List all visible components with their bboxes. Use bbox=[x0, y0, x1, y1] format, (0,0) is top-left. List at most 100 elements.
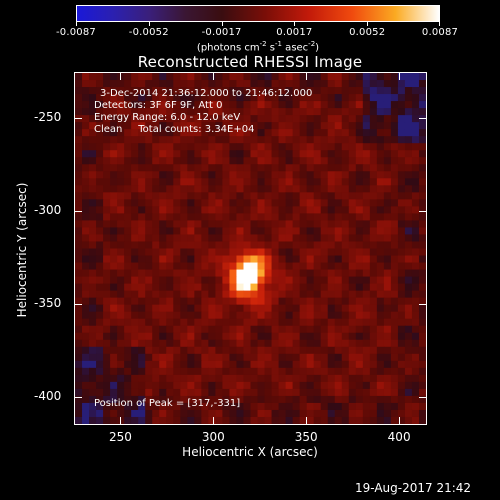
heatmap-cell bbox=[355, 73, 364, 81]
heatmap-cell bbox=[194, 80, 202, 88]
heatmap-cell bbox=[292, 353, 301, 362]
heatmap-cell bbox=[299, 255, 308, 264]
heatmap-cell bbox=[278, 178, 287, 186]
heatmap-cell bbox=[215, 339, 224, 348]
x-tick-mark bbox=[213, 417, 215, 425]
heatmap-cell bbox=[313, 115, 322, 123]
heatmap-cell bbox=[320, 213, 329, 222]
heatmap-cell bbox=[383, 192, 392, 200]
heatmap-cell bbox=[418, 409, 426, 418]
heatmap-cell bbox=[117, 234, 125, 243]
heatmap-cell bbox=[243, 290, 252, 299]
heatmap-cell bbox=[369, 178, 378, 186]
heatmap-cell bbox=[103, 185, 111, 193]
heatmap-cell bbox=[110, 80, 118, 88]
heatmap-cell bbox=[138, 255, 146, 264]
heatmap-cell bbox=[110, 402, 118, 411]
heatmap-cell bbox=[369, 227, 378, 236]
heatmap-cell bbox=[285, 318, 294, 327]
heatmap-cell bbox=[355, 87, 364, 95]
heatmap-cell bbox=[159, 276, 167, 285]
heatmap-cell bbox=[292, 311, 301, 320]
heatmap-cell bbox=[110, 290, 118, 299]
heatmap-cell bbox=[264, 388, 273, 397]
rhessi-image-plot[interactable] bbox=[74, 72, 427, 425]
heatmap-cell bbox=[145, 213, 153, 222]
heatmap-cell bbox=[103, 73, 111, 81]
heatmap-cell bbox=[320, 234, 329, 243]
heatmap-cell bbox=[187, 206, 195, 214]
heatmap-cell bbox=[159, 178, 167, 186]
heatmap-cell bbox=[117, 241, 125, 250]
heatmap-cell bbox=[215, 318, 224, 327]
heatmap-cell bbox=[194, 241, 202, 250]
heatmap-cell bbox=[327, 248, 336, 257]
heatmap-cell bbox=[348, 388, 357, 397]
heatmap-cell bbox=[194, 234, 202, 243]
heatmap-cell bbox=[299, 192, 308, 200]
heatmap-cell bbox=[306, 206, 315, 214]
heatmap-cell bbox=[194, 304, 202, 313]
heatmap-cell bbox=[82, 304, 90, 313]
heatmap-cell bbox=[299, 374, 308, 383]
heatmap-cell bbox=[369, 311, 378, 320]
heatmap-cell bbox=[159, 164, 167, 172]
heatmap-cell bbox=[334, 318, 343, 327]
heatmap-cell bbox=[222, 416, 231, 424]
heatmap-cell bbox=[236, 220, 245, 229]
heatmap-cell bbox=[397, 122, 406, 130]
heatmap-cell bbox=[222, 199, 231, 207]
heatmap-cell bbox=[103, 374, 111, 383]
heatmap-cell bbox=[243, 129, 252, 137]
heatmap-cell bbox=[75, 192, 83, 200]
heatmap-cell bbox=[96, 248, 104, 257]
heatmap-cell bbox=[124, 122, 132, 130]
heatmap-cell bbox=[369, 353, 378, 362]
heatmap-cell bbox=[75, 94, 83, 102]
heatmap-cell bbox=[390, 227, 399, 236]
heatmap-cell bbox=[271, 409, 280, 418]
heatmap-cell bbox=[264, 73, 273, 81]
heatmap-cell bbox=[110, 374, 118, 383]
heatmap-cell bbox=[236, 164, 245, 172]
heatmap-cell bbox=[341, 234, 350, 243]
heatmap-cell bbox=[404, 353, 413, 362]
heatmap-cell bbox=[271, 73, 280, 81]
heatmap-cell bbox=[397, 171, 406, 179]
x-tick-mark bbox=[306, 417, 308, 425]
heatmap-cell bbox=[208, 227, 216, 236]
heatmap-cell bbox=[131, 339, 139, 348]
heatmap-cell bbox=[355, 262, 364, 271]
heatmap-cell bbox=[376, 157, 385, 165]
heatmap-cell bbox=[369, 192, 378, 200]
heatmap-cell bbox=[173, 143, 181, 151]
heatmap-cell bbox=[313, 402, 322, 411]
heatmap-cell bbox=[418, 332, 426, 341]
heatmap-cell bbox=[243, 101, 252, 109]
heatmap-cell bbox=[215, 129, 224, 137]
heatmap-cell bbox=[250, 311, 259, 320]
heatmap-cell bbox=[369, 388, 378, 397]
heatmap-cell bbox=[215, 353, 224, 362]
heatmap-cell bbox=[243, 283, 252, 292]
heatmap-cell bbox=[194, 339, 202, 348]
heatmap-cell bbox=[229, 332, 238, 341]
heatmap-cell bbox=[313, 234, 322, 243]
heatmap-cell bbox=[376, 164, 385, 172]
heatmap-cell bbox=[159, 185, 167, 193]
heatmap-cell bbox=[103, 269, 111, 278]
heatmap-cell bbox=[264, 199, 273, 207]
heatmap-cell bbox=[376, 241, 385, 250]
heatmap-cell bbox=[306, 381, 315, 390]
heatmap-cell bbox=[390, 339, 399, 348]
heatmap-cell bbox=[208, 108, 216, 116]
heatmap-cell bbox=[180, 129, 188, 137]
heatmap-cell bbox=[404, 402, 413, 411]
heatmap-cell bbox=[187, 283, 195, 292]
heatmap-cell bbox=[243, 395, 252, 404]
heatmap-cell bbox=[222, 150, 231, 158]
heatmap-cell bbox=[166, 164, 174, 172]
heatmap-cell bbox=[187, 248, 195, 257]
heatmap-cell bbox=[278, 108, 287, 116]
heatmap-cell bbox=[145, 416, 153, 424]
